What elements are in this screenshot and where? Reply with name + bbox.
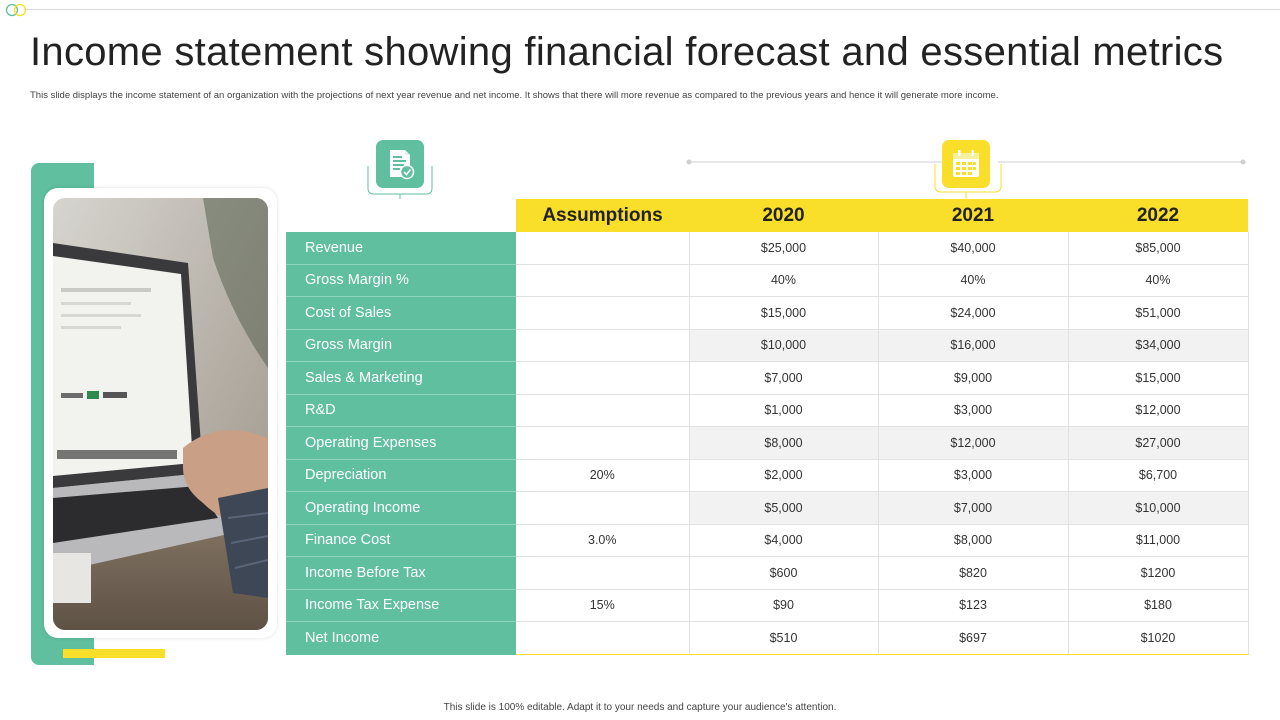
value-2022: $1020 xyxy=(1068,621,1249,655)
row-label: Gross Margin % xyxy=(286,264,516,297)
row-label: Income Before Tax xyxy=(286,556,516,590)
value-2020: $7,000 xyxy=(689,361,879,395)
table-row: Operating Expenses $8,000 $12,000 $27,00… xyxy=(286,426,1249,460)
row-label: Revenue xyxy=(286,232,516,265)
value-2020: $2,000 xyxy=(689,459,879,492)
value-2021: $123 xyxy=(878,589,1069,622)
row-label: Finance Cost xyxy=(286,524,516,557)
value-2021: $40,000 xyxy=(878,232,1069,265)
value-2022: $85,000 xyxy=(1068,232,1249,265)
row-label: Sales & Marketing xyxy=(286,361,516,395)
assumption-cell xyxy=(516,394,690,427)
row-label: Operating Income xyxy=(286,491,516,525)
assumption-cell xyxy=(516,556,690,590)
assumption-cell: 3.0% xyxy=(516,524,690,557)
value-2022: $12,000 xyxy=(1068,394,1249,427)
value-2022: $1200 xyxy=(1068,556,1249,590)
row-label: Cost of Sales xyxy=(286,296,516,330)
document-check-icon xyxy=(376,140,424,188)
value-2020: 40% xyxy=(689,264,879,297)
value-2020: $4,000 xyxy=(689,524,879,557)
table-row: Income Before Tax $600 $820 $1200 xyxy=(286,556,1249,590)
assumption-cell xyxy=(516,296,690,330)
assumption-cell xyxy=(516,361,690,395)
value-2020: $25,000 xyxy=(689,232,879,265)
table-row: R&D $1,000 $3,000 $12,000 xyxy=(286,394,1249,427)
yellow-accent-bar xyxy=(63,649,165,658)
row-label: R&D xyxy=(286,394,516,427)
row-label: Income Tax Expense xyxy=(286,589,516,622)
row-label: Gross Margin xyxy=(286,329,516,362)
value-2021: $12,000 xyxy=(878,426,1069,460)
assumption-cell xyxy=(516,264,690,297)
assumption-cell xyxy=(516,329,690,362)
assumption-cell: 15% xyxy=(516,589,690,622)
table-row: Sales & Marketing $7,000 $9,000 $15,000 xyxy=(286,361,1249,395)
row-label: Operating Expenses xyxy=(286,426,516,460)
header-2021: 2021 xyxy=(878,199,1068,232)
value-2022: $11,000 xyxy=(1068,524,1249,557)
value-2021: $8,000 xyxy=(878,524,1069,557)
table-row: Gross Margin % 40% 40% 40% xyxy=(286,264,1249,297)
value-2021: $9,000 xyxy=(878,361,1069,395)
value-2022: $10,000 xyxy=(1068,491,1249,525)
value-2020: $600 xyxy=(689,556,879,590)
value-2020: $510 xyxy=(689,621,879,655)
value-2021: 40% xyxy=(878,264,1069,297)
table-row: Depreciation 20% $2,000 $3,000 $6,700 xyxy=(286,459,1249,492)
value-2022: $27,000 xyxy=(1068,426,1249,460)
value-2020: $1,000 xyxy=(689,394,879,427)
table-row: Revenue $25,000 $40,000 $85,000 xyxy=(286,232,1249,265)
row-label: Depreciation xyxy=(286,459,516,492)
value-2022: $180 xyxy=(1068,589,1249,622)
header-blank-cell xyxy=(286,199,516,232)
value-2022: $51,000 xyxy=(1068,296,1249,330)
value-2021: $7,000 xyxy=(878,491,1069,525)
value-2020: $10,000 xyxy=(689,329,879,362)
value-2020: $15,000 xyxy=(689,296,879,330)
income-statement-table: Assumptions 2020 2021 2022 Revenue $25,0… xyxy=(286,199,1249,655)
assumption-cell xyxy=(516,621,690,655)
table-row: Cost of Sales $15,000 $24,000 $51,000 xyxy=(286,296,1249,330)
value-2022: $15,000 xyxy=(1068,361,1249,395)
header-2022: 2022 xyxy=(1068,199,1248,232)
table-row: Gross Margin $10,000 $16,000 $34,000 xyxy=(286,329,1249,362)
calendar-icon xyxy=(942,140,990,188)
value-2021: $3,000 xyxy=(878,394,1069,427)
value-2022: 40% xyxy=(1068,264,1249,297)
row-label: Net Income xyxy=(286,621,516,655)
table-header-row: Assumptions 2020 2021 2022 xyxy=(286,199,1248,232)
assumption-cell: 20% xyxy=(516,459,690,492)
value-2022: $6,700 xyxy=(1068,459,1249,492)
value-2021: $3,000 xyxy=(878,459,1069,492)
laptop-photo xyxy=(53,198,268,630)
assumption-cell xyxy=(516,232,690,265)
value-2020: $5,000 xyxy=(689,491,879,525)
top-divider xyxy=(24,9,1280,10)
photo-frame xyxy=(44,188,277,638)
value-2021: $16,000 xyxy=(878,329,1069,362)
table-row: Income Tax Expense 15% $90 $123 $180 xyxy=(286,589,1249,622)
right-connector xyxy=(686,159,1246,210)
page-subtitle: This slide displays the income statement… xyxy=(30,90,999,101)
table-row: Operating Income $5,000 $7,000 $10,000 xyxy=(286,491,1249,525)
assumption-cell xyxy=(516,426,690,460)
table-row: Finance Cost 3.0% $4,000 $8,000 $11,000 xyxy=(286,524,1249,557)
value-2021: $24,000 xyxy=(878,296,1069,330)
value-2020: $90 xyxy=(689,589,879,622)
assumption-cell xyxy=(516,491,690,525)
page-title: Income statement showing financial forec… xyxy=(30,30,1224,74)
value-2021: $697 xyxy=(878,621,1069,655)
value-2022: $34,000 xyxy=(1068,329,1249,362)
value-2021: $820 xyxy=(878,556,1069,590)
value-2020: $8,000 xyxy=(689,426,879,460)
header-assumptions: Assumptions xyxy=(516,199,689,232)
logo-rings-icon xyxy=(5,3,27,17)
table-row: Net Income $510 $697 $1020 xyxy=(286,621,1249,655)
footer-note: This slide is 100% editable. Adapt it to… xyxy=(443,702,837,713)
header-2020: 2020 xyxy=(689,199,878,232)
